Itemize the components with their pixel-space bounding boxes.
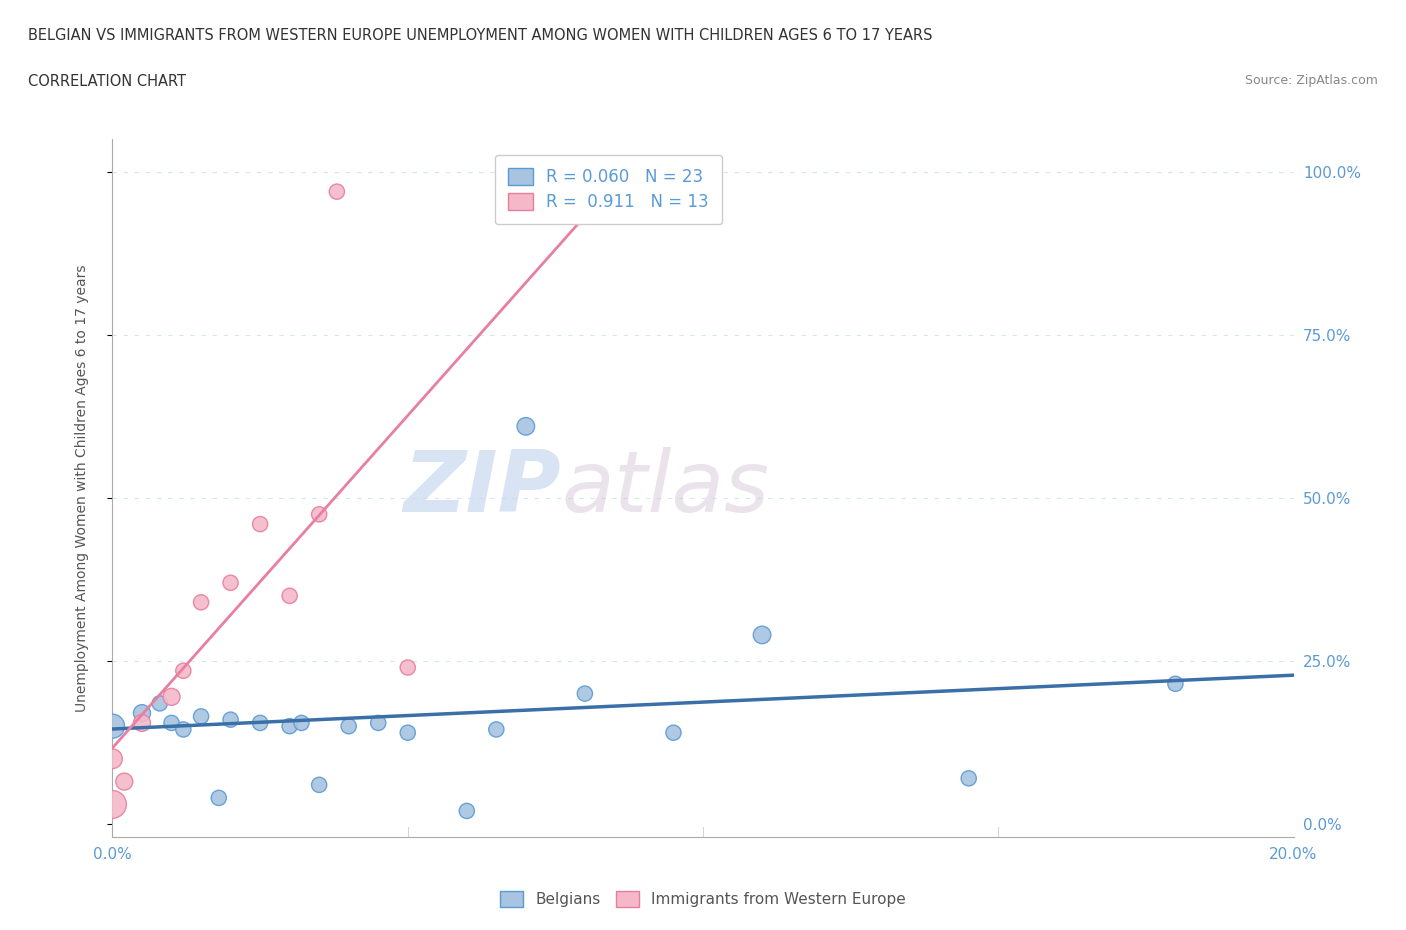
Point — [101, 797, 124, 812]
Text: atlas: atlas — [561, 446, 769, 530]
Point — [751, 628, 773, 643]
Point — [574, 686, 596, 701]
Point — [112, 774, 135, 789]
Point — [160, 689, 183, 704]
Y-axis label: Unemployment Among Women with Children Ages 6 to 17 years: Unemployment Among Women with Children A… — [75, 264, 89, 712]
Point — [337, 719, 360, 734]
Point — [172, 663, 194, 678]
Point — [190, 709, 212, 724]
Point — [208, 790, 231, 805]
Text: CORRELATION CHART: CORRELATION CHART — [28, 74, 186, 89]
Text: Source: ZipAtlas.com: Source: ZipAtlas.com — [1244, 74, 1378, 87]
Point — [662, 725, 685, 740]
Point — [456, 804, 478, 818]
Point — [290, 715, 312, 730]
Text: ZIP: ZIP — [404, 446, 561, 530]
Point — [515, 418, 537, 433]
Point — [278, 719, 301, 734]
Point — [326, 184, 349, 199]
Point — [249, 715, 271, 730]
Point — [396, 660, 419, 675]
Point — [249, 517, 271, 532]
Point — [101, 751, 124, 766]
Legend: Belgians, Immigrants from Western Europe: Belgians, Immigrants from Western Europe — [494, 884, 912, 913]
Point — [219, 712, 242, 727]
Point — [278, 589, 301, 604]
Point — [308, 777, 330, 792]
Point — [396, 725, 419, 740]
Point — [219, 576, 242, 591]
Point — [160, 715, 183, 730]
Point — [1164, 676, 1187, 691]
Text: BELGIAN VS IMMIGRANTS FROM WESTERN EUROPE UNEMPLOYMENT AMONG WOMEN WITH CHILDREN: BELGIAN VS IMMIGRANTS FROM WESTERN EUROP… — [28, 28, 932, 43]
Point — [308, 507, 330, 522]
Point — [485, 722, 508, 737]
Point — [190, 595, 212, 610]
Point — [957, 771, 980, 786]
Point — [367, 715, 389, 730]
Point — [101, 719, 124, 734]
Point — [131, 715, 153, 730]
Point — [149, 696, 172, 711]
Point — [172, 722, 194, 737]
Point — [131, 706, 153, 721]
